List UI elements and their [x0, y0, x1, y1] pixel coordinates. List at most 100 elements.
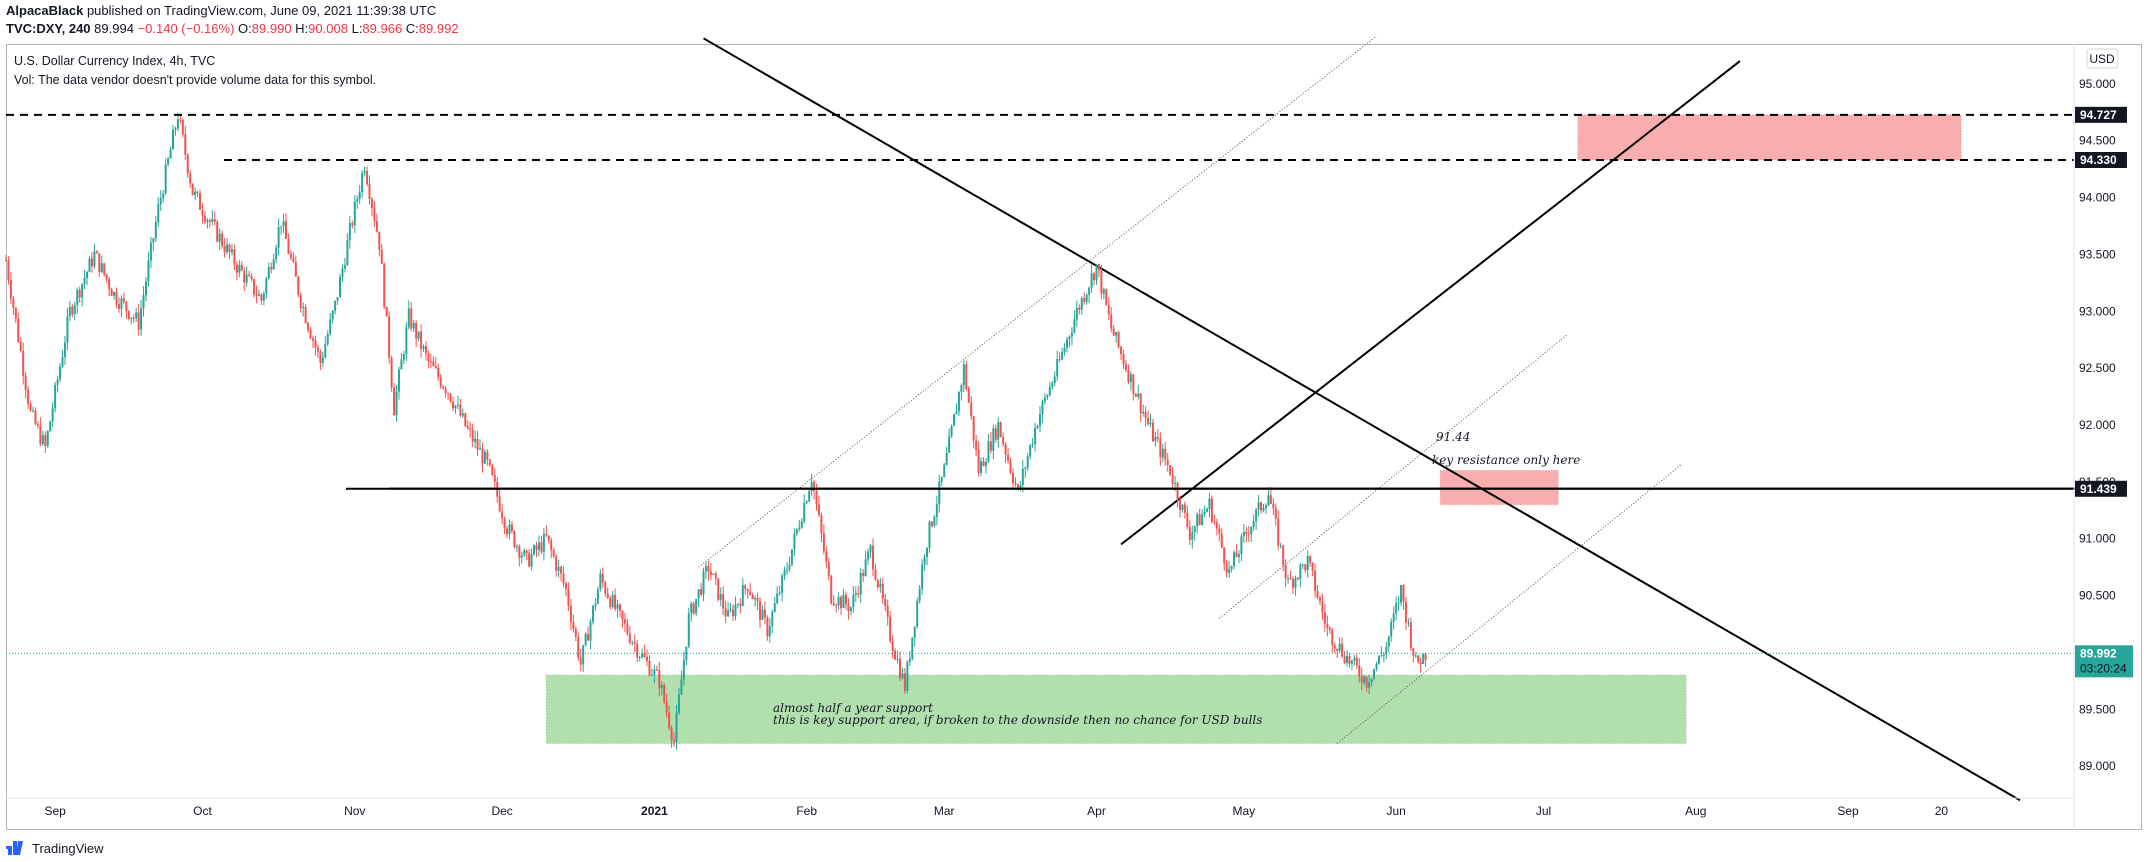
candle-body: [19, 341, 22, 352]
candle-body: [1142, 411, 1145, 414]
author-name[interactable]: AlpacaBlack: [6, 3, 84, 18]
candle-body: [456, 404, 459, 406]
candle-body: [741, 585, 744, 606]
levels-layer: [6, 113, 2074, 654]
candle-body: [113, 291, 116, 296]
resistance-annotation[interactable]: key resistance only here: [1432, 453, 1580, 467]
candle-body: [768, 626, 771, 637]
candle-body: [550, 540, 553, 551]
candle-body: [1282, 545, 1285, 565]
candle-body: [1039, 414, 1041, 426]
candle-body: [1058, 359, 1061, 361]
candle-body: [329, 319, 332, 335]
candle-body: [390, 357, 393, 388]
candle-body: [589, 621, 592, 641]
candle-body: [827, 562, 830, 576]
support-annotation-line1[interactable]: almost half a year support: [773, 701, 933, 715]
candle-body: [619, 604, 622, 611]
candle-body: [591, 605, 594, 622]
candle-body: [847, 604, 850, 612]
candle-body: [122, 298, 125, 302]
candle-body: [1269, 495, 1272, 505]
upper-resistance-zone[interactable]: [1577, 114, 1962, 161]
x-tick-label: Feb: [796, 804, 817, 818]
candle-body: [1237, 554, 1240, 558]
candle-body: [832, 603, 835, 606]
candle-body: [71, 306, 74, 315]
candle-body: [1156, 436, 1159, 439]
candle-body: [975, 440, 978, 451]
candle-body: [584, 633, 587, 646]
candle-body: [609, 597, 612, 608]
candle-body: [5, 260, 7, 262]
candle-body: [385, 306, 388, 317]
y-tick-label: 93.500: [2079, 247, 2116, 261]
candle-body: [125, 301, 128, 311]
candle-body: [849, 607, 852, 612]
candle-body: [378, 231, 381, 250]
candle-body: [1016, 484, 1019, 488]
candle-body: [722, 594, 725, 609]
candle-body: [412, 322, 415, 329]
candle-body: [373, 207, 376, 222]
open-value: 89.990: [251, 21, 292, 36]
ascending-line[interactable]: [1120, 60, 1741, 546]
candle-body: [486, 451, 489, 460]
candle-body: [989, 441, 992, 451]
long-descending-line[interactable]: [703, 37, 2021, 802]
candle-body: [940, 476, 943, 482]
candle-body: [643, 653, 646, 657]
candle-body: [729, 609, 732, 611]
candle-body: [44, 435, 47, 446]
candle-body: [1169, 465, 1172, 475]
candle-body: [862, 573, 865, 576]
candle-body: [1247, 533, 1250, 535]
candle-body: [1043, 397, 1046, 402]
candle-body: [749, 591, 752, 595]
candle-body: [761, 609, 764, 620]
legend-title[interactable]: U.S. Dollar Currency Index, 4h, TVC: [14, 54, 216, 68]
candle-body: [420, 331, 423, 349]
close-label: C:: [405, 21, 419, 36]
candle-body: [1235, 552, 1238, 558]
resistance-value-annotation[interactable]: 91.44: [1436, 430, 1470, 444]
last-price-tag-label: 89.992: [2080, 646, 2117, 660]
channel-upper-1[interactable]: [698, 35, 1377, 568]
candle-body: [294, 261, 297, 277]
candle-body: [599, 573, 602, 590]
volume-note: Vol: The data vendor doesn't provide vol…: [14, 73, 377, 87]
candle-body: [130, 317, 133, 319]
currency-badge[interactable]: [2086, 48, 2119, 69]
candle-body: [1400, 585, 1403, 603]
candle-body: [1188, 527, 1191, 540]
candle-body: [690, 603, 693, 614]
candle-body: [795, 529, 798, 534]
candle-body: [1051, 383, 1054, 387]
candle-body: [535, 545, 538, 550]
candle-body: [1260, 502, 1263, 511]
candle-body: [835, 605, 838, 607]
symbol-name[interactable]: TVC:DXY, 240: [6, 21, 91, 36]
candle-body: [606, 593, 609, 598]
candle-body: [1171, 474, 1174, 485]
price-axis: 95.000 94.500 94.000 93.500 93.000 92.500 92.0…: [2079, 77, 2116, 773]
candle-body: [81, 283, 84, 298]
candle-body: [199, 193, 202, 210]
candle-body: [1277, 518, 1280, 546]
price-tag-label: 91.439: [2080, 482, 2117, 496]
support-annotation-line2[interactable]: this is key support area, if broken to t…: [773, 713, 1262, 727]
x-tick-label: Dec: [491, 804, 512, 818]
support-zone[interactable]: [545, 674, 1687, 744]
footer-brand[interactable]: TradingView: [32, 840, 104, 856]
candle-body: [805, 501, 808, 504]
candle-body: [186, 154, 189, 174]
candle-body: [503, 518, 506, 529]
candle-body: [636, 643, 639, 658]
candle-body: [906, 661, 909, 691]
candle-body: [569, 605, 572, 622]
candle-body: [614, 595, 617, 609]
candle-body: [361, 173, 364, 193]
candle-body: [154, 222, 157, 239]
candle-body: [218, 233, 221, 242]
